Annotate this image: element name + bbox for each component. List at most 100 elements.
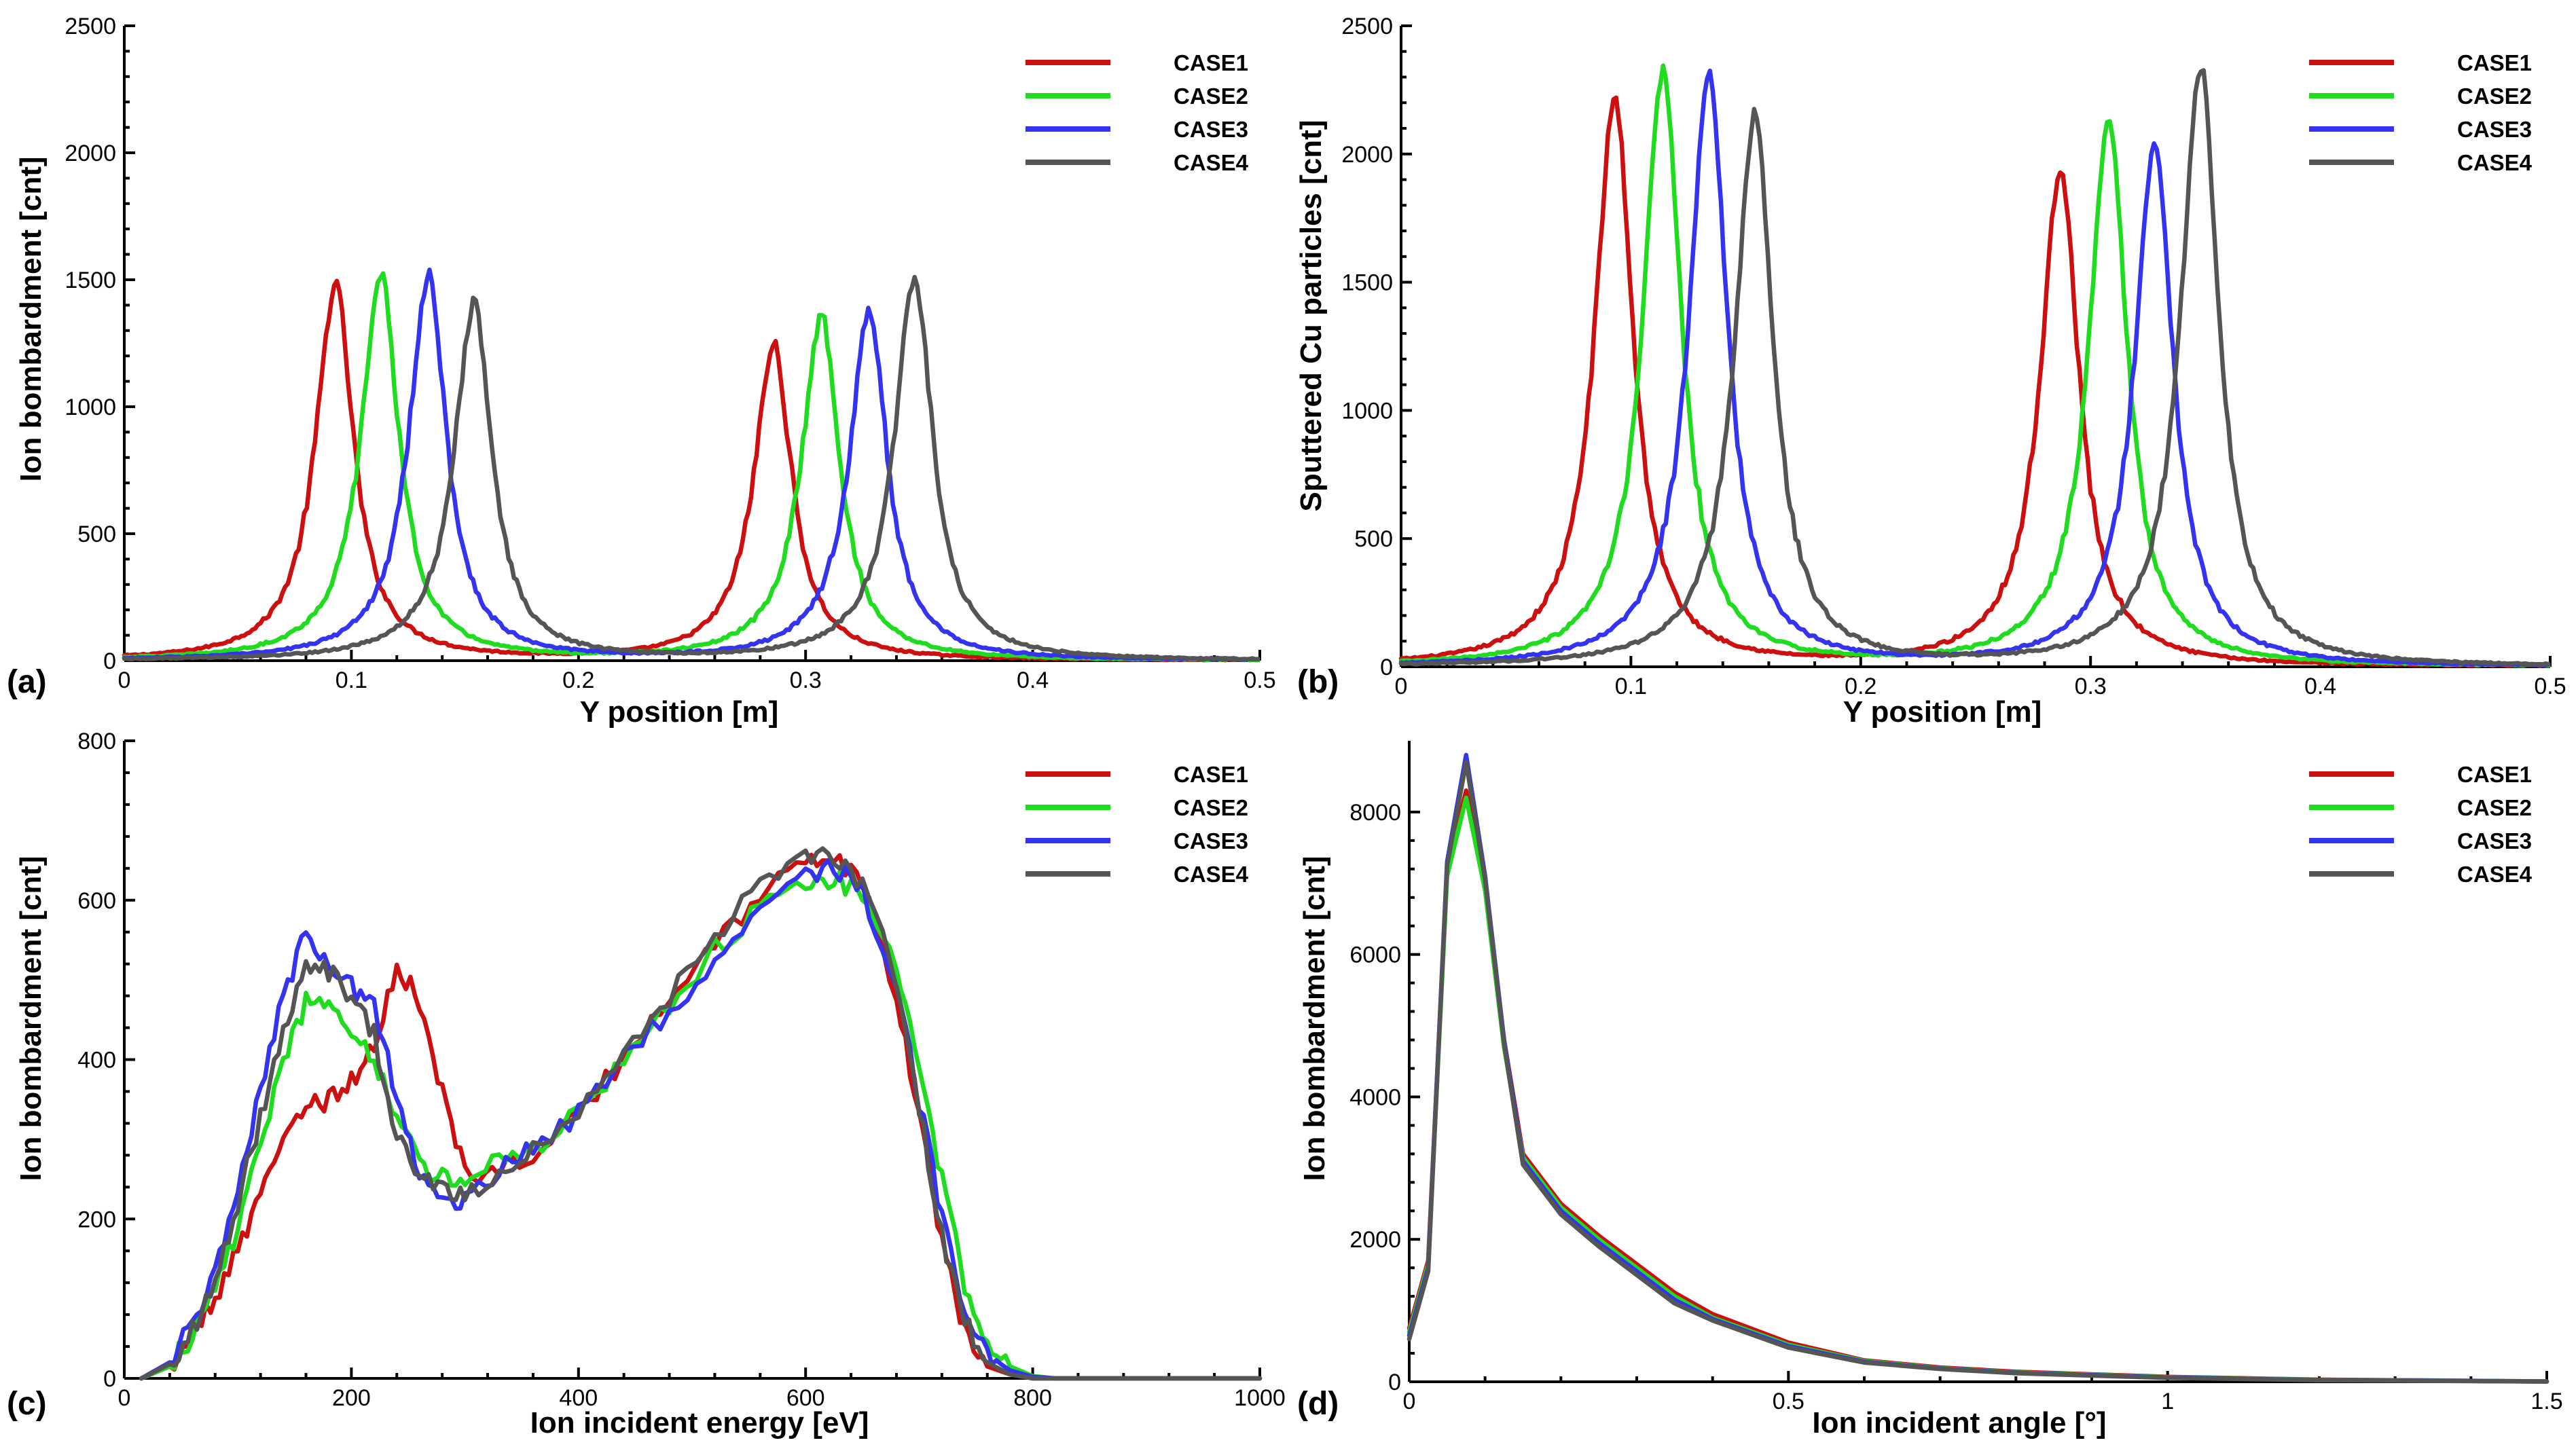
panel-d-ytick-label: 2000 <box>1349 1227 1401 1253</box>
panel-b-xtick-label: 0.5 <box>2534 674 2566 699</box>
panel-a-xtick-label: 0 <box>118 667 131 693</box>
panel-a-label: (a) <box>7 664 47 700</box>
panel-a-ytick-label: 2500 <box>65 14 116 39</box>
panel-a-ytick-label: 500 <box>77 521 116 547</box>
panel-b-ytick-label: 2000 <box>1341 142 1393 168</box>
panel-d-ytick-label: 4000 <box>1349 1084 1401 1110</box>
legend-label-case2: CASE2 <box>2457 795 2532 820</box>
panel-a-ylabel: Ion bombardment [cnt] <box>14 156 48 481</box>
panel-c: Ion bombardment [cnt] Ion incident energy… <box>7 856 869 1439</box>
panel-b-xtick-label: 0.4 <box>2304 674 2336 699</box>
panel-a-xtick-label: 0.2 <box>562 667 594 693</box>
panel-a-xtick-label: 0.5 <box>1244 667 1275 693</box>
panel-b-plot: 0 0.1 0.2 0.3 0.4 0.5 0 500 1000 1500 2000 2500 CASE… <box>1341 14 2566 699</box>
panel-b-ylabel: Sputtered Cu particles [cnt] <box>1294 120 1328 512</box>
panel-d-ytick-label: 8000 <box>1349 800 1401 826</box>
legend-label-case4: CASE4 <box>2457 862 2533 887</box>
panel-d-xtick-label: 1 <box>2161 1389 2174 1414</box>
panel-b-ytick-label: 500 <box>1354 526 1393 552</box>
panel-b-xtick-label: 0.3 <box>2075 674 2107 699</box>
panel-d-legend: CASE1 CASE2 CASE3 CASE4 <box>2309 762 2533 887</box>
panel-d-xtick-label: 1.5 <box>2530 1389 2562 1414</box>
panel-b-line-case2 <box>1398 63 2551 668</box>
panel-b-legend: CASE1 CASE2 CASE3 CASE4 <box>2309 50 2533 175</box>
legend-label-case2: CASE2 <box>2457 84 2532 109</box>
panel-a-xtick-label: 0.1 <box>335 667 367 693</box>
panel-c-legend: CASE1 CASE2 CASE3 CASE4 <box>1026 762 1249 887</box>
legend-label-case2: CASE2 <box>1174 84 1248 109</box>
panel-b-xtick-label: 0.1 <box>1615 674 1647 699</box>
panel-d-ytick-label: 6000 <box>1349 942 1401 968</box>
panel-d-xlabel: Ion incident angle [°] <box>1812 1406 2106 1439</box>
legend-label-case3: CASE3 <box>1174 828 1248 854</box>
panel-d-plot: 0 0.5 1 1.5 0 2000 4000 6000 8000 CASE1 CASE2 CASE3… <box>1349 741 2563 1414</box>
panel-a-line-case3 <box>122 268 1260 662</box>
legend-label-case1: CASE1 <box>2457 50 2532 75</box>
panel-a-ytick-label: 1500 <box>65 268 116 293</box>
panel-d: Ion bombardment [cnt] Ion incident angle … <box>1297 856 2107 1439</box>
legend-label-case1: CASE1 <box>2457 762 2532 787</box>
panel-c-ylabel: Ion bombardment [cnt] <box>14 856 48 1181</box>
panel-a-legend: CASE1 CASE2 CASE3 CASE4 <box>1026 50 1249 175</box>
panel-a-line-case1 <box>122 278 1260 663</box>
panel-c-ytick-label: 200 <box>77 1207 116 1232</box>
panel-c-line-case1 <box>139 852 1263 1381</box>
panel-a-xlabel: Y position [m] <box>580 695 779 729</box>
panel-a-ytick-label: 1000 <box>65 395 116 420</box>
panel-b-line-case1 <box>1398 95 2551 669</box>
panel-b-xtick-label: 0 <box>1395 674 1408 699</box>
panel-c-xtick-label: 800 <box>1013 1385 1052 1411</box>
panel-a: Ion bombardment [cnt] Y position [m] (a) <box>7 156 778 729</box>
panel-c-ytick-label: 800 <box>77 729 116 754</box>
panel-c-label: (c) <box>7 1386 47 1422</box>
panel-d-line-case3 <box>1407 752 2550 1384</box>
panel-c-line-case3 <box>139 858 1263 1381</box>
legend-label-case3: CASE3 <box>2457 117 2532 142</box>
panel-b-line-case4 <box>1398 68 2551 667</box>
panel-b-xlabel: Y position [m] <box>1843 695 2042 729</box>
panel-a-series <box>122 268 1260 663</box>
panel-a-xtick-label: 0.3 <box>790 667 822 693</box>
panel-c-xlabel: Ion incident energy [eV] <box>530 1406 869 1439</box>
panel-c-xtick-label: 400 <box>559 1385 598 1411</box>
panel-b-xtick-label: 0.2 <box>1845 674 1876 699</box>
panel-c-ytick-label: 600 <box>77 888 116 914</box>
panel-d-xtick-label: 0 <box>1403 1389 1416 1414</box>
panel-c-line-case2 <box>139 869 1263 1381</box>
panel-b-ytick-label: 2500 <box>1341 14 1393 39</box>
panel-d-line-case1 <box>1407 788 2550 1384</box>
panel-a-ytick-label: 2000 <box>65 141 116 166</box>
panel-b-series <box>1398 63 2551 669</box>
panel-a-line-case4 <box>122 274 1260 662</box>
panel-b-ytick-label: 1000 <box>1341 398 1393 424</box>
legend-label-case3: CASE3 <box>1174 117 1248 142</box>
legend-label-case2: CASE2 <box>1174 795 1248 820</box>
legend-label-case3: CASE3 <box>2457 828 2532 854</box>
panel-c-line-case4 <box>139 846 1263 1381</box>
panel-c-xtick-label: 200 <box>332 1385 371 1411</box>
panel-c-series <box>139 846 1263 1381</box>
panel-b: Sputtered Cu particles [cnt] Y position [… <box>1294 120 2042 729</box>
panel-d-line-case2 <box>1407 795 2550 1384</box>
panel-c-ytick-label: 400 <box>77 1048 116 1074</box>
panel-a-ytick-label: 0 <box>103 648 116 674</box>
legend-label-case1: CASE1 <box>1174 50 1248 75</box>
panel-d-ylabel: Ion bombardment [cnt] <box>1298 856 1331 1181</box>
panel-c-xtick-label: 0 <box>118 1385 131 1411</box>
panel-c-ytick-label: 0 <box>103 1366 116 1392</box>
panel-d-label: (d) <box>1297 1386 1339 1422</box>
panel-d-ytick-label: 0 <box>1388 1370 1401 1395</box>
panel-a-line-case2 <box>122 271 1260 663</box>
legend-label-case4: CASE4 <box>1174 150 1249 175</box>
legend-label-case1: CASE1 <box>1174 762 1248 787</box>
panel-b-ytick-label: 1500 <box>1341 270 1393 296</box>
legend-label-case4: CASE4 <box>2457 150 2533 175</box>
panel-a-plot: 0 0.1 0.2 0.3 0.4 0.5 0 500 1000 1500 2000 2500 CASE… <box>65 14 1275 693</box>
panel-c-xtick-label: 1000 <box>1234 1385 1286 1411</box>
panel-d-series <box>1407 752 2550 1384</box>
panel-d-xtick-label: 0.5 <box>1773 1389 1804 1414</box>
panel-a-xtick-label: 0.4 <box>1017 667 1049 693</box>
panel-b-ytick-label: 0 <box>1380 655 1393 680</box>
legend-label-case4: CASE4 <box>1174 862 1249 887</box>
